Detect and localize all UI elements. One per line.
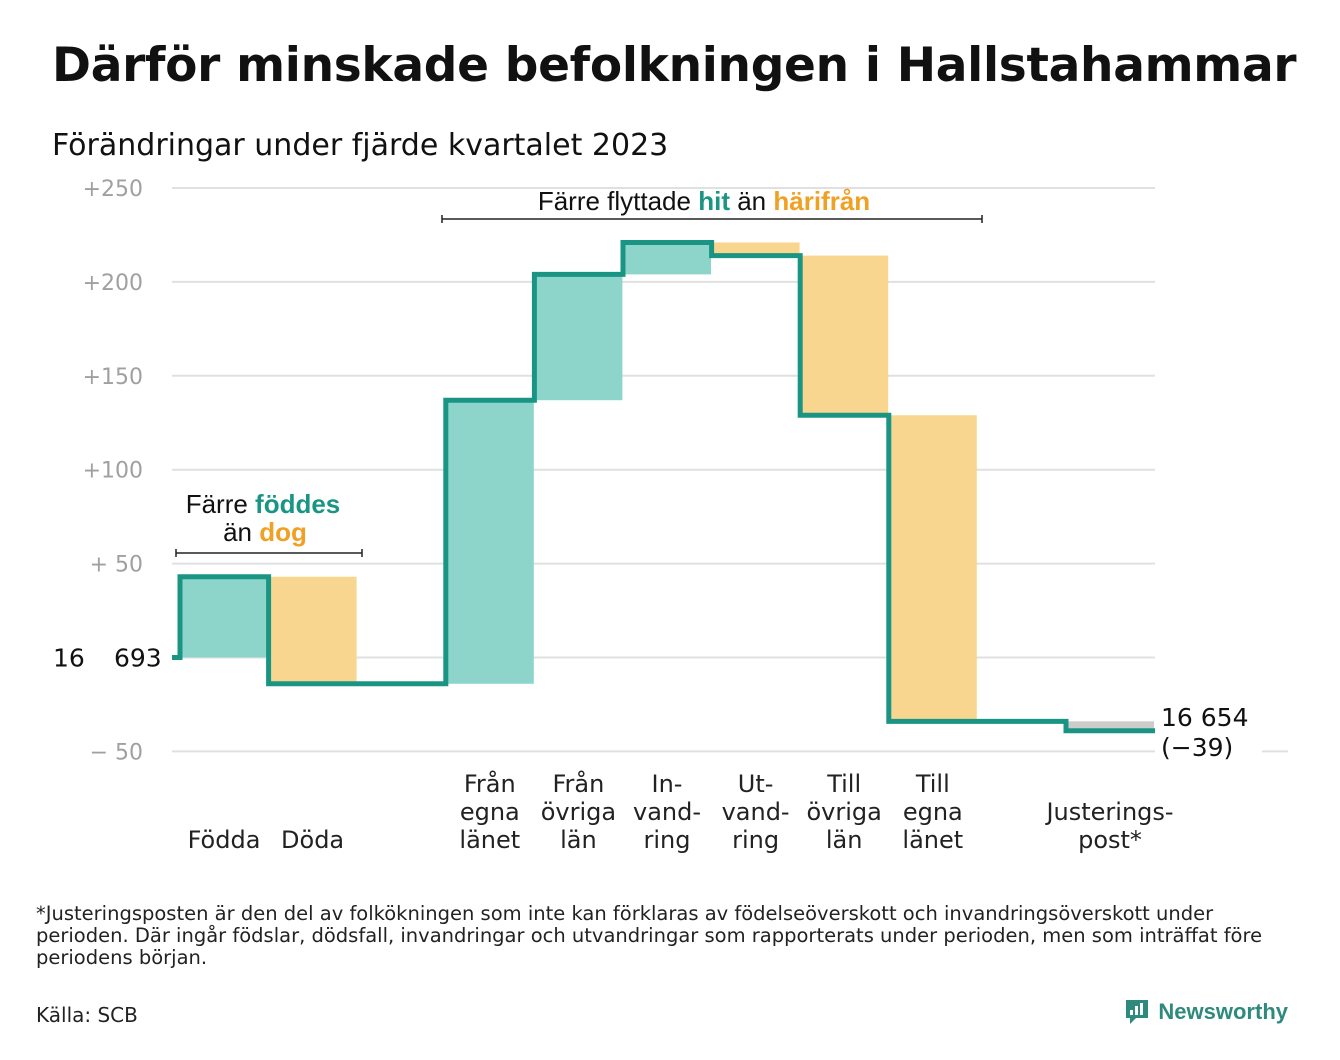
x-category-label: ring	[732, 826, 779, 854]
annotation-births-line1: Färre föddes	[186, 489, 341, 519]
bars	[180, 242, 1154, 731]
x-category-label: In-	[652, 770, 683, 798]
brand-logo[interactable]: Newsworthy	[1124, 998, 1288, 1026]
start-value-label-part: 16	[53, 644, 85, 673]
annotation-births-bracket	[175, 549, 363, 557]
waterfall-bar	[623, 242, 711, 275]
x-category-label: post*	[1078, 826, 1142, 854]
x-axis-labels: Födda DödaFrånegnalänetFrånövrigalänIn-va…	[188, 769, 1174, 854]
source-label: Källa: SCB	[36, 1003, 138, 1027]
end-change-label: (−39)	[1161, 733, 1233, 762]
start-end-labels: 16 693 16 654(−39)	[53, 644, 1248, 763]
y-tick-label: + 50	[90, 553, 143, 578]
x-category-label: Från	[552, 769, 604, 798]
x-category-label: länet	[902, 826, 963, 854]
x-category-label: vand-	[633, 798, 701, 826]
waterfall-bar	[534, 274, 623, 401]
x-category-label: län	[560, 826, 597, 854]
x-category-label: Ut-	[738, 770, 774, 798]
chart-subtitle: Förändringar under fjärde kvartalet 2023	[52, 128, 669, 163]
y-axis-ticks: +250 +200 +150 +100 + 50 − 50	[83, 177, 143, 765]
x-category-label: länet	[459, 826, 520, 854]
x-category-label: Födda	[188, 826, 261, 854]
x-category-label: övriga	[807, 798, 882, 826]
x-category-label: övriga	[541, 798, 616, 826]
annotation-moves-text: Färre flyttade hit än härifrån	[538, 186, 870, 216]
y-tick-label: +200	[83, 271, 143, 296]
waterfall-bar	[800, 255, 889, 416]
y-tick-label: − 50	[90, 740, 143, 765]
chart-title: Därför minskade befolkningen i Hallstaha…	[52, 38, 1297, 93]
end-value-label: 16 654	[1161, 703, 1248, 732]
brand-name: Newsworthy	[1158, 999, 1288, 1024]
y-tick-label: +150	[83, 365, 143, 390]
x-category-label: vand-	[722, 798, 790, 826]
waterfall-bar	[268, 576, 357, 684]
x-category-label: Från	[464, 769, 516, 798]
cumulative-step-line	[172, 239, 1155, 734]
x-category-label: Till	[826, 770, 861, 798]
y-tick-label: +100	[83, 459, 143, 484]
waterfall-bar	[711, 242, 800, 256]
waterfall-chart: +250+200+150+100+ 50− 50 Födda DödaFråneg…	[53, 177, 1288, 854]
start-value-label-part: 693	[114, 644, 162, 673]
waterfall-bar	[888, 415, 977, 722]
y-tick-label: +250	[83, 177, 143, 202]
x-category-label: län	[826, 826, 863, 854]
footnote: *Justeringsposten är den del av folkökni…	[36, 902, 1263, 969]
x-category-label: Döda	[281, 826, 344, 854]
annotation-moves-bracket	[441, 215, 983, 223]
x-category-label: egna	[903, 798, 963, 826]
x-category-label: ring	[644, 826, 691, 854]
newsworthy-chart-logo-icon	[1126, 1000, 1149, 1024]
x-category-label: egna	[460, 798, 520, 826]
waterfall-bar	[1066, 721, 1154, 731]
waterfall-bar	[445, 400, 534, 684]
x-category-label: Justerings-	[1044, 798, 1173, 826]
annotation-births-line2: än dog	[223, 517, 307, 547]
x-category-label: Till	[915, 770, 950, 798]
waterfall-bar	[180, 576, 268, 658]
